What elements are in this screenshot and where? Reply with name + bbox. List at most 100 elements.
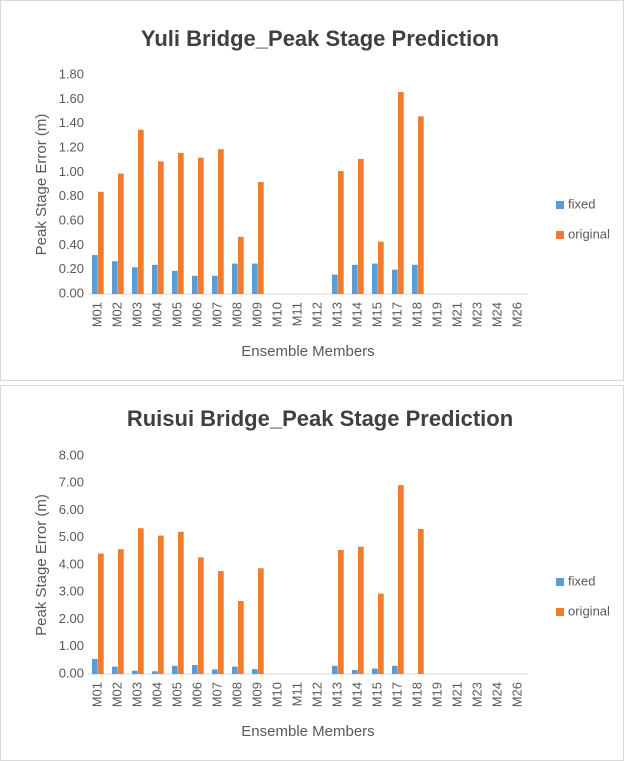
y-tick-label: 0.20 — [59, 261, 84, 276]
x-tick-label: M06 — [189, 302, 204, 327]
legend-label: fixed — [568, 196, 595, 211]
x-tick-label: M05 — [169, 682, 184, 707]
bar — [118, 549, 124, 674]
legend-swatch — [556, 201, 564, 209]
x-tick-label: M21 — [449, 302, 464, 327]
x-tick-label: M06 — [189, 682, 204, 707]
x-tick-label: M24 — [489, 302, 504, 327]
bar — [98, 191, 104, 294]
y-tick-label: 8.00 — [59, 447, 84, 462]
x-tick-label: M14 — [349, 302, 364, 327]
bar — [138, 528, 144, 674]
legend-swatch — [556, 231, 564, 239]
x-tick-label: M26 — [509, 682, 524, 707]
chart-title: Yuli Bridge_Peak Stage Prediction — [141, 26, 499, 51]
x-tick-label: M04 — [149, 682, 164, 707]
chart-frame — [0, 385, 624, 761]
bar — [112, 666, 118, 674]
legend-swatch — [556, 578, 564, 586]
y-tick-label: 7.00 — [59, 475, 84, 490]
x-tick-label: M11 — [289, 302, 304, 326]
x-tick-label: M10 — [269, 302, 284, 327]
x-tick-label: M02 — [109, 682, 124, 707]
bar — [258, 568, 264, 674]
x-tick-label: M09 — [249, 682, 264, 707]
y-tick-label: 6.00 — [59, 502, 84, 517]
y-tick-label: 1.40 — [59, 115, 84, 130]
bar — [392, 665, 398, 674]
y-axis-title: Peak Stage Error (m) — [33, 494, 50, 636]
bar — [172, 270, 178, 294]
bar — [178, 152, 184, 294]
bar — [378, 241, 384, 294]
x-tick-label: M03 — [129, 682, 144, 707]
bar — [238, 600, 244, 674]
x-tick-label: M07 — [209, 302, 224, 327]
x-tick-label: M17 — [389, 682, 404, 707]
bar — [238, 236, 244, 294]
bar — [418, 529, 424, 674]
bar — [252, 669, 258, 674]
bar — [232, 666, 238, 674]
bar — [92, 659, 98, 674]
bar — [178, 531, 184, 674]
legend-label: fixed — [568, 573, 595, 588]
bar — [332, 274, 338, 294]
y-tick-label: 1.00 — [59, 638, 84, 653]
bar — [132, 267, 138, 294]
bar — [192, 275, 198, 294]
x-tick-label: M08 — [229, 302, 244, 327]
bar — [338, 171, 344, 294]
y-axis-title: Peak Stage Error (m) — [33, 114, 50, 256]
bar — [358, 546, 364, 674]
bar — [172, 665, 178, 674]
bar — [352, 669, 358, 674]
y-tick-label: 0.60 — [59, 212, 84, 227]
x-tick-label: M03 — [129, 302, 144, 327]
bar — [258, 182, 264, 294]
bar — [198, 157, 204, 294]
bar — [372, 263, 378, 294]
bar — [198, 557, 204, 674]
x-tick-label: M15 — [369, 302, 384, 327]
x-tick-label: M24 — [489, 682, 504, 707]
x-tick-label: M10 — [269, 682, 284, 707]
bar — [158, 161, 164, 294]
x-tick-label: M21 — [449, 682, 464, 707]
x-axis-title: Ensemble Members — [241, 343, 374, 360]
bar — [152, 671, 158, 674]
x-tick-label: M17 — [389, 302, 404, 327]
x-tick-label: M07 — [209, 682, 224, 707]
y-tick-label: 1.80 — [59, 66, 84, 81]
x-tick-label: M18 — [409, 682, 424, 707]
bar — [398, 92, 404, 295]
bar — [338, 550, 344, 674]
bar — [412, 264, 418, 294]
y-tick-label: 0.00 — [59, 665, 84, 680]
y-tick-label: 3.00 — [59, 584, 84, 599]
y-tick-label: 0.00 — [59, 285, 84, 300]
bar — [358, 158, 364, 294]
x-tick-label: M08 — [229, 682, 244, 707]
chart-title: Ruisui Bridge_Peak Stage Prediction — [127, 406, 513, 431]
bar — [232, 263, 238, 294]
x-tick-label: M18 — [409, 302, 424, 327]
bar — [392, 269, 398, 294]
bar — [372, 668, 378, 674]
bar — [218, 570, 224, 674]
chart-frame — [0, 0, 624, 381]
x-tick-label: M26 — [509, 302, 524, 327]
x-tick-label: M23 — [469, 682, 484, 707]
x-tick-label: M23 — [469, 302, 484, 327]
bar — [118, 173, 124, 294]
bar — [158, 535, 164, 674]
x-tick-label: M05 — [169, 302, 184, 327]
x-tick-label: M12 — [309, 302, 324, 327]
bar — [192, 665, 198, 674]
x-tick-label: M02 — [109, 302, 124, 327]
x-tick-label: M01 — [89, 682, 104, 707]
y-tick-label: 0.80 — [59, 188, 84, 203]
bar — [418, 116, 424, 294]
bar — [378, 593, 384, 674]
